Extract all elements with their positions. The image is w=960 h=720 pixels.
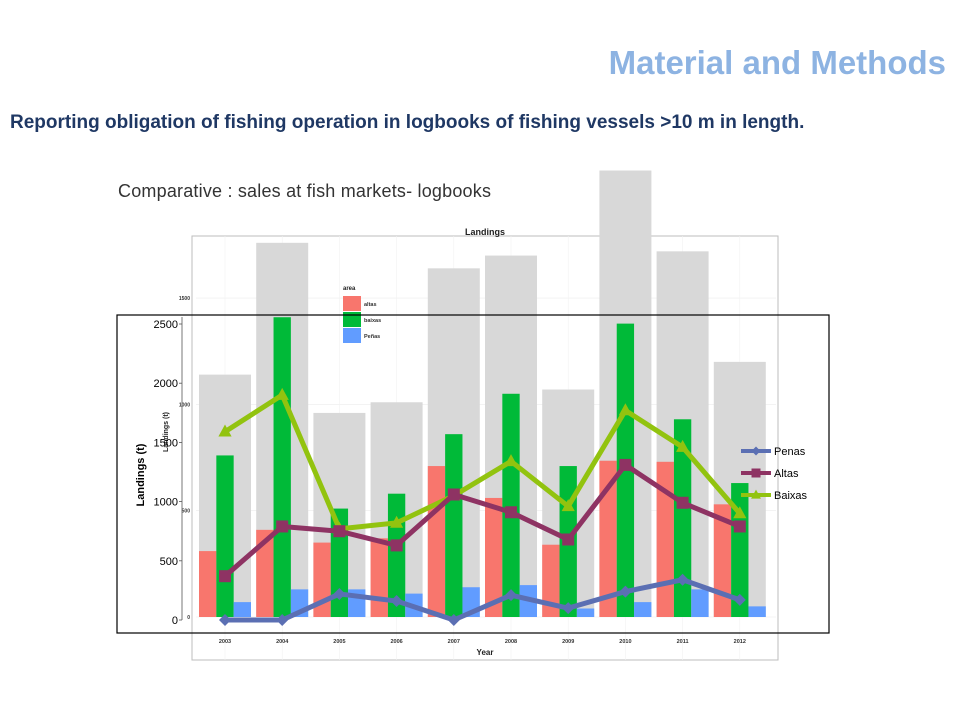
penas-point [676, 573, 689, 586]
baixas-point [504, 454, 518, 467]
baixas-point [561, 499, 575, 512]
bar-x-tick-label: 2008 [505, 639, 517, 645]
bar-chart-title: Landings [465, 227, 505, 237]
bar-x-tick-label: 2006 [390, 639, 402, 645]
penas-bar [233, 602, 251, 617]
line-y-tick-label: 500 [160, 556, 178, 568]
baixas-legend-label: Baixas [774, 490, 808, 502]
baixas-bar [216, 455, 234, 617]
altas-line [223, 462, 741, 579]
altas-bar [485, 497, 503, 617]
penas-legend-marker [751, 446, 761, 456]
line-y-tick-label: 2500 [154, 319, 178, 331]
baixas-point [390, 515, 404, 528]
baixas-bar [502, 393, 520, 617]
altas-point [619, 458, 632, 471]
altas-bar [256, 529, 274, 617]
line-chart-layer: Landings (t) 0 500 1000 1500 2000 2500 Penas A… [116, 314, 830, 634]
bar-legend-label: baixas [364, 318, 381, 324]
baixas-bar [273, 317, 291, 617]
bar-legend-swatch [343, 328, 361, 343]
baixas-point [618, 403, 632, 416]
penas-bar [634, 602, 652, 617]
slide-title: Material and Methods [608, 44, 946, 81]
bar-legend-label: Peñas [364, 334, 380, 340]
baixas-bar [445, 434, 463, 617]
altas-bar [599, 460, 617, 617]
bar-x-tick-label: 2009 [562, 639, 574, 645]
baixas-line [223, 392, 742, 532]
line-y-tick-label: 0 [172, 615, 178, 627]
line-legend: Penas Altas Baixas [741, 446, 808, 502]
bar-y-tick-label: 1500 [179, 296, 190, 302]
penas-point [390, 595, 403, 608]
baixas-point [676, 439, 690, 452]
penas-bar [691, 589, 709, 617]
altas-bar [427, 466, 446, 617]
altas-point [562, 533, 575, 546]
altas-legend-label: Altas [774, 468, 799, 480]
bar-y-tick-label: 0 [187, 615, 190, 621]
bar-legend: area altas baixas Peñas [343, 286, 381, 343]
penas-point [276, 614, 289, 626]
bar-x-tick-label: 2004 [276, 639, 289, 645]
bar-x-tick-label: 2007 [448, 639, 460, 645]
bar-y-tick-label: 500 [182, 509, 191, 515]
penas-point [505, 589, 517, 602]
altas-point [390, 539, 403, 552]
bar-x-tick-label: 2010 [619, 639, 631, 645]
penas-bar [748, 606, 766, 617]
line-y-tick-label: 1500 [154, 437, 178, 449]
penas-point [733, 593, 746, 606]
altas-point [276, 520, 289, 533]
line-chart-frame [116, 314, 830, 634]
altas-bar [542, 544, 560, 617]
penas-line [225, 577, 741, 623]
line-chart-ylabel: Landings (t) [135, 443, 147, 506]
bar-y-tick-label: 1000 [179, 402, 190, 408]
line-y-tick-label: 1000 [154, 497, 178, 509]
altas-bar [656, 461, 674, 617]
altas-point [676, 496, 689, 509]
altas-point [333, 525, 346, 538]
altas-point [505, 506, 517, 519]
baixas-bar [673, 419, 692, 617]
penas-point [562, 602, 575, 615]
penas-point [219, 614, 231, 626]
baixas-point [218, 424, 232, 437]
bar-x-tick-label: 2005 [333, 639, 345, 645]
altas-bar [370, 538, 388, 617]
bar-legend-title: area [343, 286, 356, 292]
altas-legend-marker [751, 468, 761, 478]
bar-legend-swatch [343, 312, 361, 327]
penas-point [333, 587, 346, 600]
slide-subtitle: Reporting obligation of fishing operatio… [10, 112, 805, 133]
bar-chart-ylabel: Landings (t) [163, 412, 170, 452]
altas-bar [199, 551, 217, 617]
altas-point [219, 570, 231, 583]
chart-caption: Comparative : sales at fish markets- log… [118, 181, 492, 201]
penas-bar [576, 608, 595, 617]
penas-point [447, 614, 460, 626]
bar-legend-swatch [343, 296, 361, 311]
baixas-point [733, 506, 747, 519]
penas-point [619, 585, 632, 598]
bar-x-tick-label: 2011 [677, 639, 689, 645]
baixas-point [275, 387, 289, 400]
line-y-tick-label: 2000 [154, 378, 178, 390]
altas-bar [713, 504, 732, 617]
bar-chart-xlabel: Year [477, 648, 494, 657]
bar-legend-label: altas [364, 302, 377, 308]
altas-point [733, 520, 746, 533]
bar-x-tick-label: 2003 [219, 639, 231, 645]
altas-point [447, 488, 460, 501]
penas-legend-label: Penas [774, 446, 806, 458]
bar-x-tick-label: 2012 [734, 639, 746, 645]
baixas-legend-marker [751, 489, 761, 499]
